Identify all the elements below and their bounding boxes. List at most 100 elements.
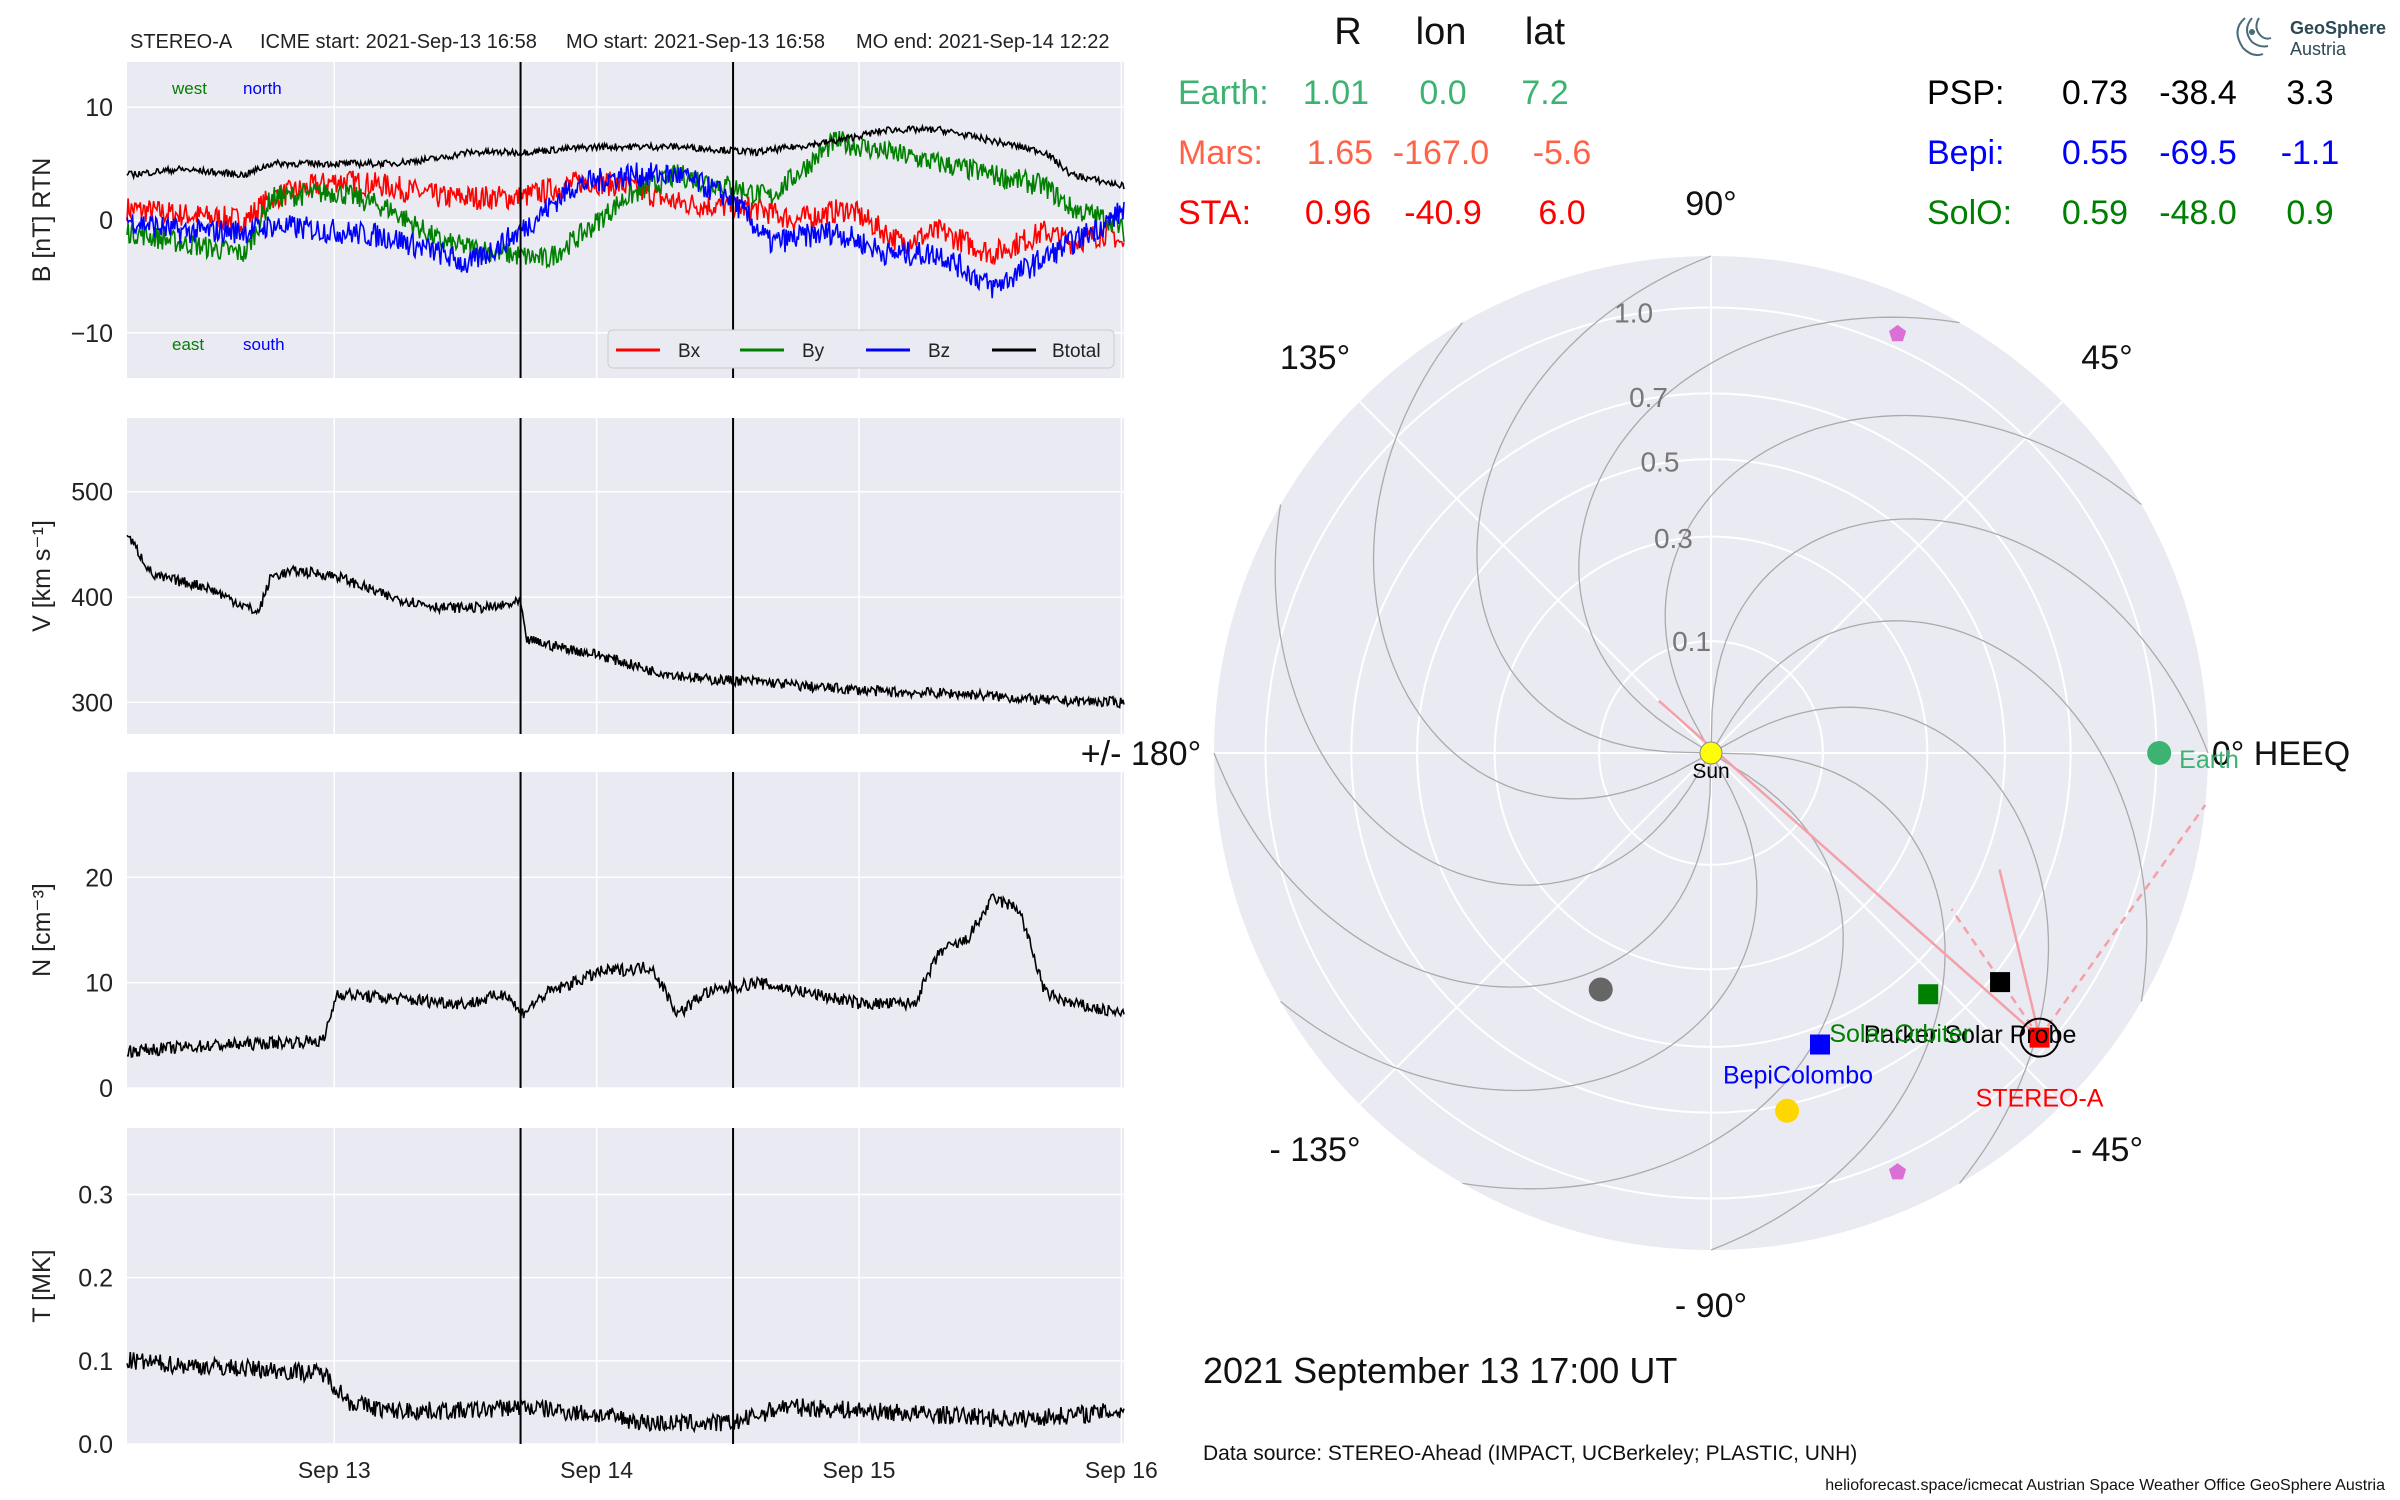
psp-lon: -38.4: [2159, 74, 2237, 112]
y-tick-label: 300: [71, 689, 113, 717]
earth-lon: 0.0: [1419, 74, 1466, 112]
angle-label: - 90°: [1675, 1287, 1747, 1325]
angle-label: - 135°: [1269, 1131, 1360, 1169]
earth-r: 1.01: [1303, 74, 1369, 112]
data-source: Data source: STEREO-Ahead (IMPACT, UCBer…: [1203, 1442, 1857, 1465]
earth-label: Earth: [2179, 746, 2239, 774]
parker-spiral-line: [1578, 316, 1960, 754]
y-axis-label: B [nT] RTN: [28, 158, 56, 283]
bepi-r: 0.55: [2062, 134, 2128, 172]
parker-spiral-line: [1476, 255, 1712, 754]
y-tick-label: 10: [85, 970, 113, 998]
temperature-panel: 0.3 0.2 0.1 0.0 T [MK] Sep 13 Sep 14 Sep 15 Sep …: [28, 1128, 1158, 1483]
angular-gridline: [1710, 400, 2064, 754]
angle-label: 0° HEEQ: [2212, 735, 2350, 773]
geosphere-logo-icon: [2236, 17, 2272, 57]
parker-solar-probe-label: Parker Solar Probe: [1864, 1021, 2077, 1049]
x-tick-label: Sep 16: [1085, 1457, 1158, 1483]
y-tick-label: 0.0: [78, 1431, 113, 1459]
stereo-a-label: STEREO-A: [1976, 1085, 2104, 1113]
y-axis-label: N [cm⁻³]: [28, 883, 56, 977]
y-tick-label: 10: [85, 94, 113, 122]
angle-label: 45°: [2081, 339, 2132, 377]
venus-marker: [1775, 1098, 1800, 1123]
legend-by-label: By: [802, 341, 825, 362]
bepicolombo-label: BepiColombo: [1723, 1062, 1873, 1090]
angle-label: - 45°: [2071, 1131, 2143, 1169]
y-axis-label: T [MK]: [28, 1249, 56, 1322]
legend-bz-label: Bz: [928, 341, 950, 362]
psp-row: PSP: 0.73 -38.4 3.3: [1927, 74, 2334, 112]
mars-name: Mars:: [1178, 134, 1263, 172]
east-annotation: east: [172, 335, 204, 354]
mercury-marker: [1588, 977, 1613, 1002]
parker-spiral-line: [1710, 620, 2148, 1002]
solo-name: SolO:: [1927, 194, 2012, 232]
pentagon-lower-marker: [1889, 1163, 1907, 1180]
bepi-row: Bepi: 0.55 -69.5 -1.1: [1927, 134, 2339, 172]
y-tick-label: 400: [71, 584, 113, 612]
parker-spiral-line: [1710, 518, 2209, 754]
angular-gridline: [1710, 752, 2064, 1106]
header-r: R: [1334, 11, 1361, 53]
mars-row: Mars: 1.65 -167.0 -5.6: [1178, 134, 1591, 172]
stereo-a-ring: [2019, 1017, 2060, 1058]
parker-spiral-line: [1280, 752, 1758, 1092]
angle-label: 90°: [1685, 185, 1736, 223]
mo-end-label: MO end: 2021-Sep-14 12:22: [856, 31, 1110, 53]
series-t-line: [126, 1352, 1125, 1434]
legend-box: [607, 329, 1115, 369]
y-tick-label: 0.3: [78, 1182, 113, 1210]
y-tick-label: 0.1: [78, 1348, 113, 1376]
sta-name: STA:: [1178, 194, 1251, 232]
polar-orbit-plot: 0.1 0.3 0.5 0.7 1.0 0° HEEQ 45° 90° 135° +/- 180°…: [1081, 185, 2350, 1325]
timestamp: 2021 September 13 17:00 UT: [1203, 1350, 1677, 1391]
parker-spiral-line: [1664, 414, 2142, 754]
sun-marker: [1699, 741, 1723, 765]
icme-start-label: ICME start: 2021-Sep-13 16:58: [260, 31, 537, 53]
parker-solar-probe-marker: [1990, 972, 2011, 993]
angle-label: +/- 180°: [1081, 735, 1201, 773]
stereo-a-marker: [2029, 1027, 2050, 1048]
x-tick-label: Sep 15: [823, 1457, 896, 1483]
parker-spirals: [1213, 255, 2209, 1251]
y-tick-label: 0.2: [78, 1265, 113, 1293]
pentagon-upper-marker: [1889, 324, 1907, 342]
y-axis-label: V [km s⁻¹]: [28, 520, 56, 632]
solo-r: 0.59: [2062, 194, 2128, 232]
header-lon: lon: [1416, 11, 1467, 53]
field-line: [2038, 804, 2207, 1039]
bepicolombo-marker: [1809, 1034, 1830, 1055]
y-tick-label: −10: [71, 320, 113, 348]
bepi-name: Bepi:: [1927, 134, 2005, 172]
footer-credits: helioforecast.space/icmecat Austrian Spa…: [1825, 1477, 2385, 1494]
x-tick-label: Sep 14: [560, 1457, 633, 1483]
solar-orbiter-marker: [1918, 984, 1939, 1005]
y-tick-label: 500: [71, 479, 113, 507]
west-annotation: west: [171, 79, 207, 98]
y-tick-label: 20: [85, 864, 113, 892]
density-panel: 20 10 0 N [cm⁻³]: [28, 772, 1125, 1103]
velocity-panel: 500 400 300 V [km s⁻¹]: [28, 418, 1125, 734]
radial-tick-label: 0.7: [1629, 382, 1668, 413]
radial-tick-label: 0.1: [1672, 626, 1711, 657]
field-line: [1657, 699, 2041, 1039]
parker-spiral-line: [1710, 706, 2050, 1184]
field-line: [1998, 869, 2041, 1038]
logo-line1: GeoSphere: [2290, 18, 2386, 38]
psp-r: 0.73: [2062, 74, 2128, 112]
parker-spiral-line: [1274, 504, 1712, 886]
y-tick-label: 0: [99, 1075, 113, 1103]
y-tick-label: 0: [99, 207, 113, 235]
bepi-lon: -69.5: [2159, 134, 2237, 172]
earth-name: Earth:: [1178, 74, 1269, 112]
series-n-line: [126, 893, 1125, 1058]
parker-spiral-line: [1462, 752, 1844, 1190]
mars-lon: -167.0: [1393, 134, 1489, 172]
solo-row: SolO: 0.59 -48.0 0.9: [1927, 194, 2334, 232]
parker-spiral-line: [1213, 752, 1712, 988]
header-lat: lat: [1525, 11, 1566, 53]
sun-label: Sun: [1692, 760, 1729, 783]
series-btotal-line: [126, 123, 1125, 190]
